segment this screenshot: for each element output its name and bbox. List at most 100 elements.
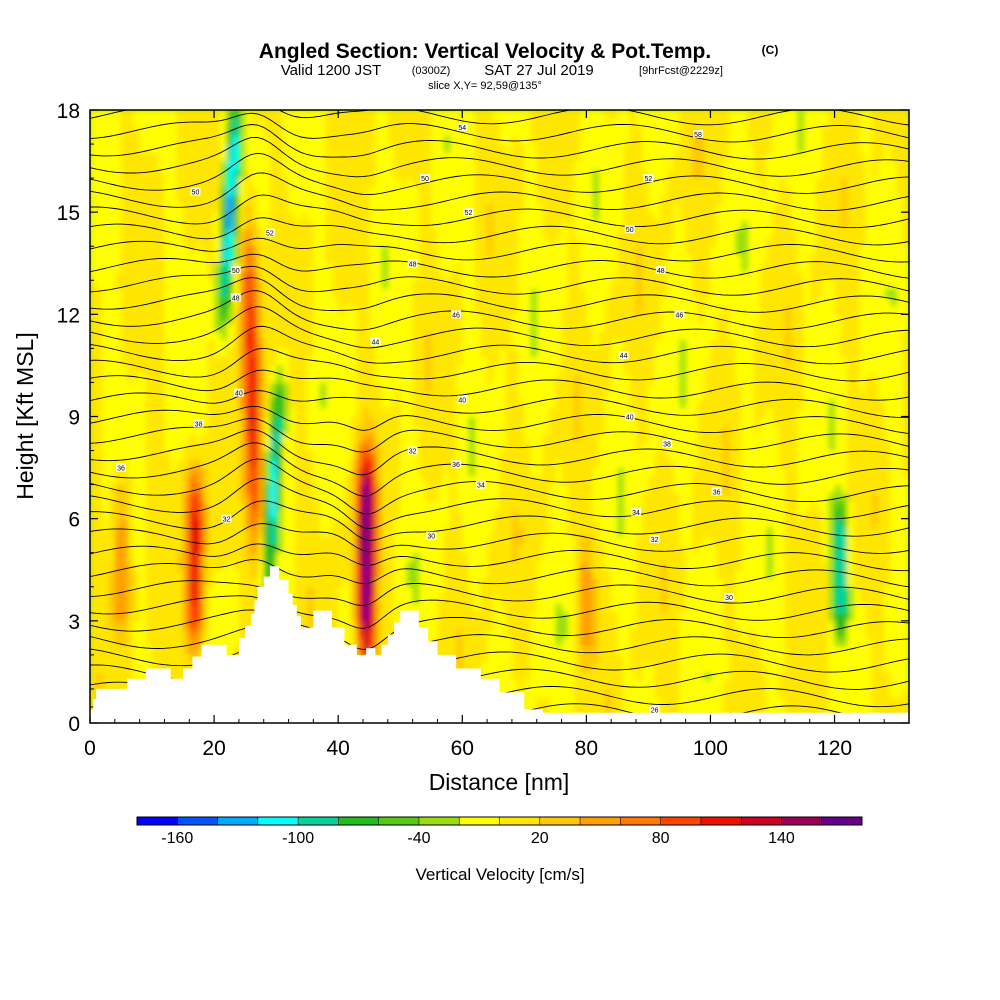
velocity-cell [356, 493, 364, 503]
velocity-cell [406, 263, 414, 273]
velocity-cell [245, 288, 252, 298]
velocity-cell [338, 280, 345, 290]
velocity-cell [288, 407, 296, 418]
velocity-cell [164, 450, 172, 460]
velocity-cell [400, 186, 408, 196]
velocity-cell [288, 518, 296, 528]
velocity-cell [139, 365, 147, 375]
velocity-cell [480, 229, 488, 239]
velocity-cell [96, 390, 104, 401]
velocity-cell [412, 331, 420, 341]
velocity-cell [96, 544, 104, 554]
velocity-cell [214, 552, 221, 562]
velocity-cell [437, 365, 445, 375]
velocity-cell [449, 169, 457, 179]
velocity-cell [412, 535, 420, 545]
velocity-cell [108, 586, 116, 596]
velocity-cell [319, 110, 327, 120]
velocity-cell [425, 569, 432, 579]
velocity-cell [114, 476, 122, 486]
velocity-cell [338, 603, 345, 613]
velocity-cell [307, 246, 314, 256]
velocity-cell [443, 127, 451, 137]
velocity-cell [363, 450, 370, 460]
chart-title: Angled Section: Vertical Velocity & Pot.… [259, 40, 711, 63]
velocity-cell [201, 161, 209, 171]
velocity-cell [412, 416, 420, 426]
velocity-cell [127, 578, 135, 588]
velocity-cell [108, 254, 116, 264]
velocity-cell [127, 518, 135, 528]
velocity-cell [400, 322, 408, 332]
velocity-cell [220, 493, 228, 503]
velocity-cell [300, 450, 308, 460]
velocity-cell [394, 220, 401, 230]
velocity-cell [480, 552, 488, 562]
velocity-cell [350, 459, 358, 469]
velocity-cell [524, 501, 532, 511]
velocity-cell [145, 339, 153, 349]
velocity-cell [114, 416, 122, 426]
velocity-cell [294, 493, 302, 503]
velocity-cell [96, 425, 104, 435]
velocity-cell [139, 663, 147, 673]
velocity-cell [313, 390, 321, 401]
velocity-cell [449, 339, 457, 349]
velocity-cell [369, 305, 377, 315]
velocity-cell [418, 416, 426, 426]
velocity-cell [201, 569, 209, 579]
velocity-cell [263, 161, 271, 171]
velocity-cell [505, 237, 513, 247]
velocity-cell [412, 186, 420, 196]
velocity-cell [238, 459, 246, 469]
velocity-cell [493, 595, 501, 605]
velocity-cell [338, 348, 345, 358]
velocity-cell [257, 348, 265, 358]
velocity-cell [108, 288, 116, 298]
velocity-cell [443, 246, 451, 256]
velocity-cell [443, 186, 451, 196]
velocity-cell [257, 339, 265, 349]
velocity-cell [170, 459, 178, 469]
velocity-cell [145, 578, 153, 588]
velocity-cell [350, 305, 358, 315]
velocity-cell [96, 365, 104, 375]
velocity-cell [90, 535, 97, 545]
velocity-cell [369, 161, 377, 171]
velocity-cell [176, 186, 184, 196]
velocity-cell [338, 552, 345, 562]
velocity-cell [220, 356, 228, 367]
velocity-cell [176, 297, 184, 307]
velocity-cell [449, 603, 457, 613]
velocity-cell [493, 484, 501, 494]
velocity-cell [480, 510, 488, 520]
velocity-cell [493, 135, 501, 145]
velocity-cell [226, 246, 234, 256]
velocity-cell [443, 305, 451, 315]
velocity-cell [480, 186, 488, 196]
velocity-cell [524, 518, 532, 528]
velocity-cell [425, 203, 432, 213]
velocity-cell [356, 476, 364, 486]
velocity-cell [133, 552, 141, 562]
velocity-cell [226, 237, 234, 247]
velocity-cell [164, 586, 172, 596]
velocity-cell [207, 195, 215, 205]
velocity-cell [400, 280, 408, 290]
velocity-cell [195, 144, 203, 154]
velocity-cell [183, 561, 190, 571]
velocity-cell [164, 527, 172, 537]
velocity-cell [226, 552, 234, 562]
velocity-cell [276, 382, 283, 392]
velocity-cell [232, 544, 240, 554]
velocity-cell [431, 203, 439, 213]
velocity-cell [307, 459, 314, 469]
velocity-cell [344, 212, 352, 222]
velocity-cell [387, 288, 395, 298]
velocity-cell [480, 288, 488, 298]
velocity-cell [158, 186, 166, 196]
velocity-cell [387, 237, 395, 247]
velocity-cell [493, 527, 501, 537]
velocity-cell [487, 578, 494, 588]
velocity-cell [183, 178, 190, 188]
